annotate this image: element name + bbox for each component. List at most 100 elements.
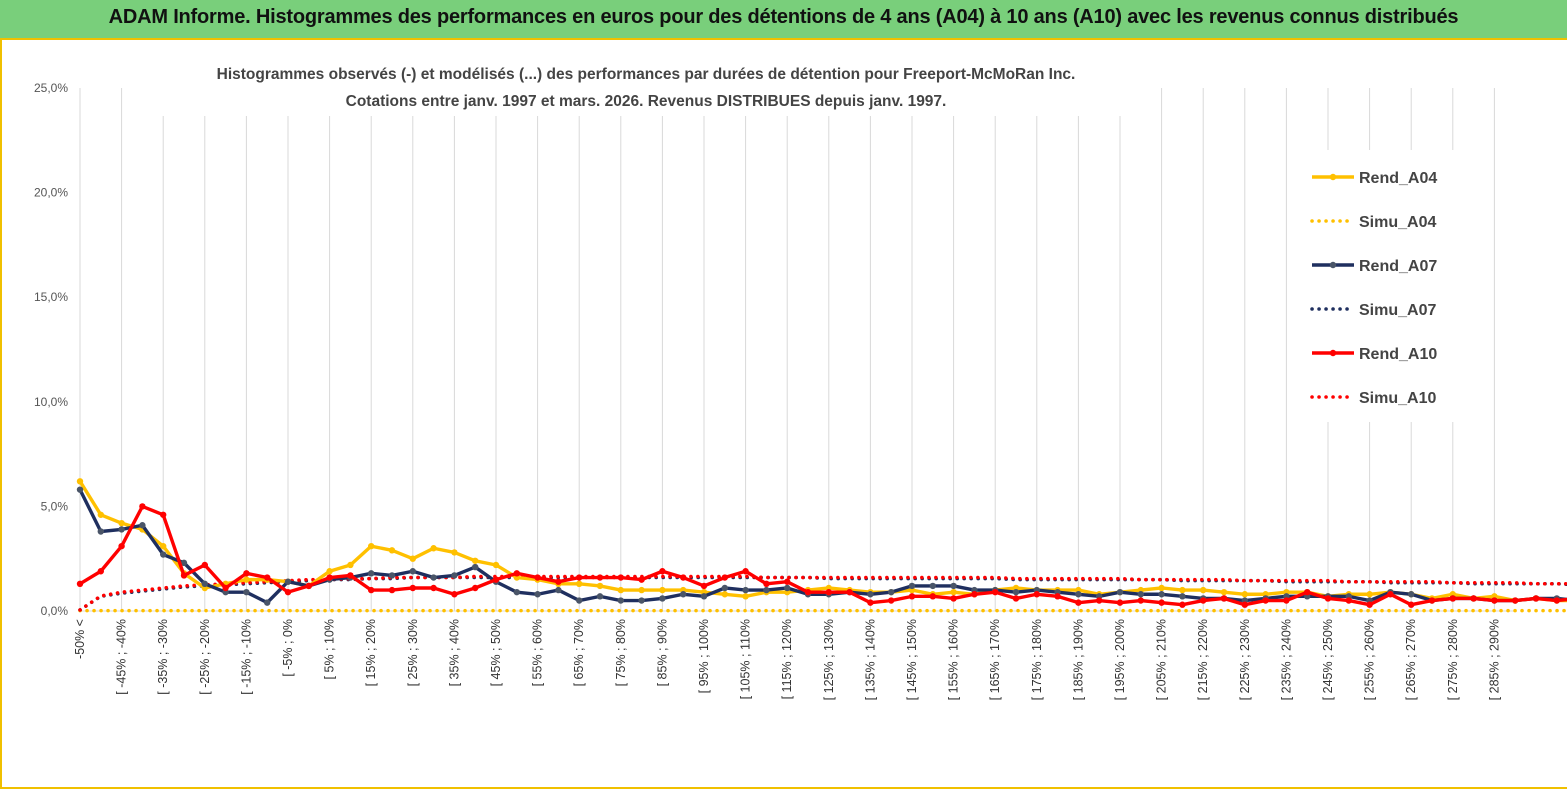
data-point-rend-a10 [1179, 601, 1186, 608]
data-point-rend-a04 [1366, 591, 1373, 598]
data-point-rend-a07 [700, 593, 708, 600]
y-tick-label: 20,0% [34, 186, 68, 200]
x-tick-label: [ 255% ; 260% [1363, 619, 1377, 700]
data-point-rend-a04 [659, 586, 666, 594]
data-point-rend-a07 [929, 582, 936, 590]
x-tick-label: [ 225% ; 230% [1238, 619, 1252, 700]
data-point-rend-a10 [555, 578, 562, 585]
data-point-rend-a04 [1179, 586, 1186, 594]
data-point-rend-a10 [1054, 593, 1061, 600]
x-tick-label: [ 195% ; 200% [1113, 619, 1127, 700]
data-point-rend-a07 [867, 591, 874, 598]
legend-marker-rend-a04 [1329, 173, 1337, 181]
report-title: ADAM Informe. Histogrammes des performan… [108, 6, 1459, 28]
x-tick-label: [ 185% ; 190% [1071, 619, 1085, 700]
legend-label-simu-a04: Simu_A04 [1359, 214, 1436, 231]
data-point-rend-a10 [1428, 597, 1436, 604]
data-point-rend-a04 [451, 549, 458, 556]
data-point-rend-a10 [513, 570, 520, 577]
data-point-rend-a10 [721, 574, 728, 581]
x-tick-label: [ -25% ; -20% [198, 619, 212, 695]
data-point-rend-a04 [1220, 588, 1228, 596]
data-point-rend-a07 [451, 572, 458, 579]
data-point-rend-a07 [1137, 591, 1145, 598]
data-point-rend-a10 [992, 588, 999, 596]
data-point-rend-a10 [1158, 599, 1165, 606]
data-point-rend-a10 [1512, 597, 1519, 604]
data-point-rend-a07 [430, 574, 437, 581]
data-point-rend-a04 [596, 582, 604, 590]
data-point-rend-a07 [596, 593, 604, 600]
series-group [76, 478, 1567, 613]
x-tick-label: [ -15% ; -10% [239, 619, 253, 695]
data-point-rend-a10 [180, 572, 188, 579]
x-tick-label: [ 145% ; 150% [905, 619, 919, 700]
x-tick-label: -50% < [73, 619, 87, 659]
data-point-rend-a10 [1532, 595, 1540, 602]
data-point-rend-a10 [1116, 599, 1124, 606]
x-tick-label: [ -35% ; -30% [156, 619, 170, 695]
data-point-rend-a10 [1470, 595, 1477, 602]
data-point-rend-a10 [201, 561, 208, 569]
data-point-rend-a10 [1283, 597, 1290, 604]
data-point-rend-a07 [617, 597, 624, 604]
series-line-rend-a10 [79, 504, 1567, 607]
data-point-rend-a07 [1408, 591, 1415, 598]
data-point-rend-a07 [950, 582, 957, 590]
data-point-rend-a10 [867, 599, 874, 606]
data-point-rend-a10 [1220, 595, 1228, 602]
data-point-rend-a07 [388, 572, 396, 579]
data-point-rend-a04 [576, 580, 583, 587]
data-point-rend-a07 [1116, 588, 1124, 596]
x-tick-label: [ 65% ; 70% [572, 619, 586, 686]
y-tick-label: 10,0% [34, 395, 68, 409]
x-tick-label: [ 205% ; 210% [1155, 619, 1169, 700]
data-point-rend-a10 [1262, 597, 1269, 604]
y-tick-label: 0,0% [41, 604, 69, 618]
chart-title: Histogrammes observés (-) et modélisés (… [150, 58, 1140, 116]
data-point-rend-a07 [264, 599, 271, 606]
data-point-rend-a07 [201, 580, 208, 587]
data-point-rend-a10 [596, 574, 604, 581]
data-point-rend-a10 [1408, 601, 1415, 608]
data-point-rend-a10 [1096, 597, 1103, 604]
data-point-rend-a10 [222, 584, 229, 592]
data-point-rend-a07 [1075, 591, 1082, 598]
x-tick-label: [ 265% ; 270% [1404, 619, 1418, 700]
data-point-rend-a10 [430, 584, 437, 592]
data-point-rend-a07 [534, 591, 541, 598]
data-point-rend-a10 [908, 593, 916, 600]
x-tick-label: [ 75% ; 80% [614, 619, 628, 686]
data-point-rend-a07 [721, 584, 728, 592]
legend-label-simu-a10: Simu_A10 [1359, 390, 1436, 407]
data-point-rend-a07 [1158, 591, 1165, 598]
data-point-rend-a07 [76, 486, 84, 493]
legend-marker-rend-a07 [1329, 261, 1337, 269]
data-point-rend-a10 [326, 574, 333, 581]
y-tick-label: 5,0% [41, 499, 69, 513]
data-point-rend-a04 [160, 542, 167, 550]
data-point-rend-a04 [243, 576, 250, 583]
x-tick-label: [ -45% ; -40% [115, 619, 129, 695]
data-point-rend-a04 [1200, 586, 1207, 594]
data-point-rend-a10 [1241, 601, 1249, 608]
y-axis-ticks: 0,0% 5,0% 10,0% 15,0% 20,0% 25,0% [34, 81, 68, 618]
x-tick-label: [ -5% ; 0% [281, 619, 295, 677]
x-tick-label: [ 95% ; 100% [697, 619, 711, 693]
data-point-rend-a04 [617, 586, 624, 594]
data-point-rend-a07 [680, 591, 687, 598]
data-point-rend-a04 [347, 561, 354, 569]
data-point-rend-a10 [1553, 597, 1561, 604]
data-point-rend-a10 [825, 588, 832, 596]
data-point-rend-a07 [763, 586, 770, 594]
data-point-rend-a04 [1241, 591, 1249, 598]
data-point-rend-a10 [950, 595, 957, 602]
x-tick-label: [ 45% ; 50% [489, 619, 503, 686]
data-point-rend-a10 [388, 586, 396, 594]
x-tick-label: [ 235% ; 240% [1279, 619, 1293, 700]
x-tick-label: [ 165% ; 170% [988, 619, 1002, 700]
data-point-rend-a04 [638, 586, 645, 594]
data-point-rend-a10 [680, 574, 687, 581]
data-point-rend-a10 [804, 588, 812, 596]
data-point-rend-a04 [1158, 584, 1165, 592]
